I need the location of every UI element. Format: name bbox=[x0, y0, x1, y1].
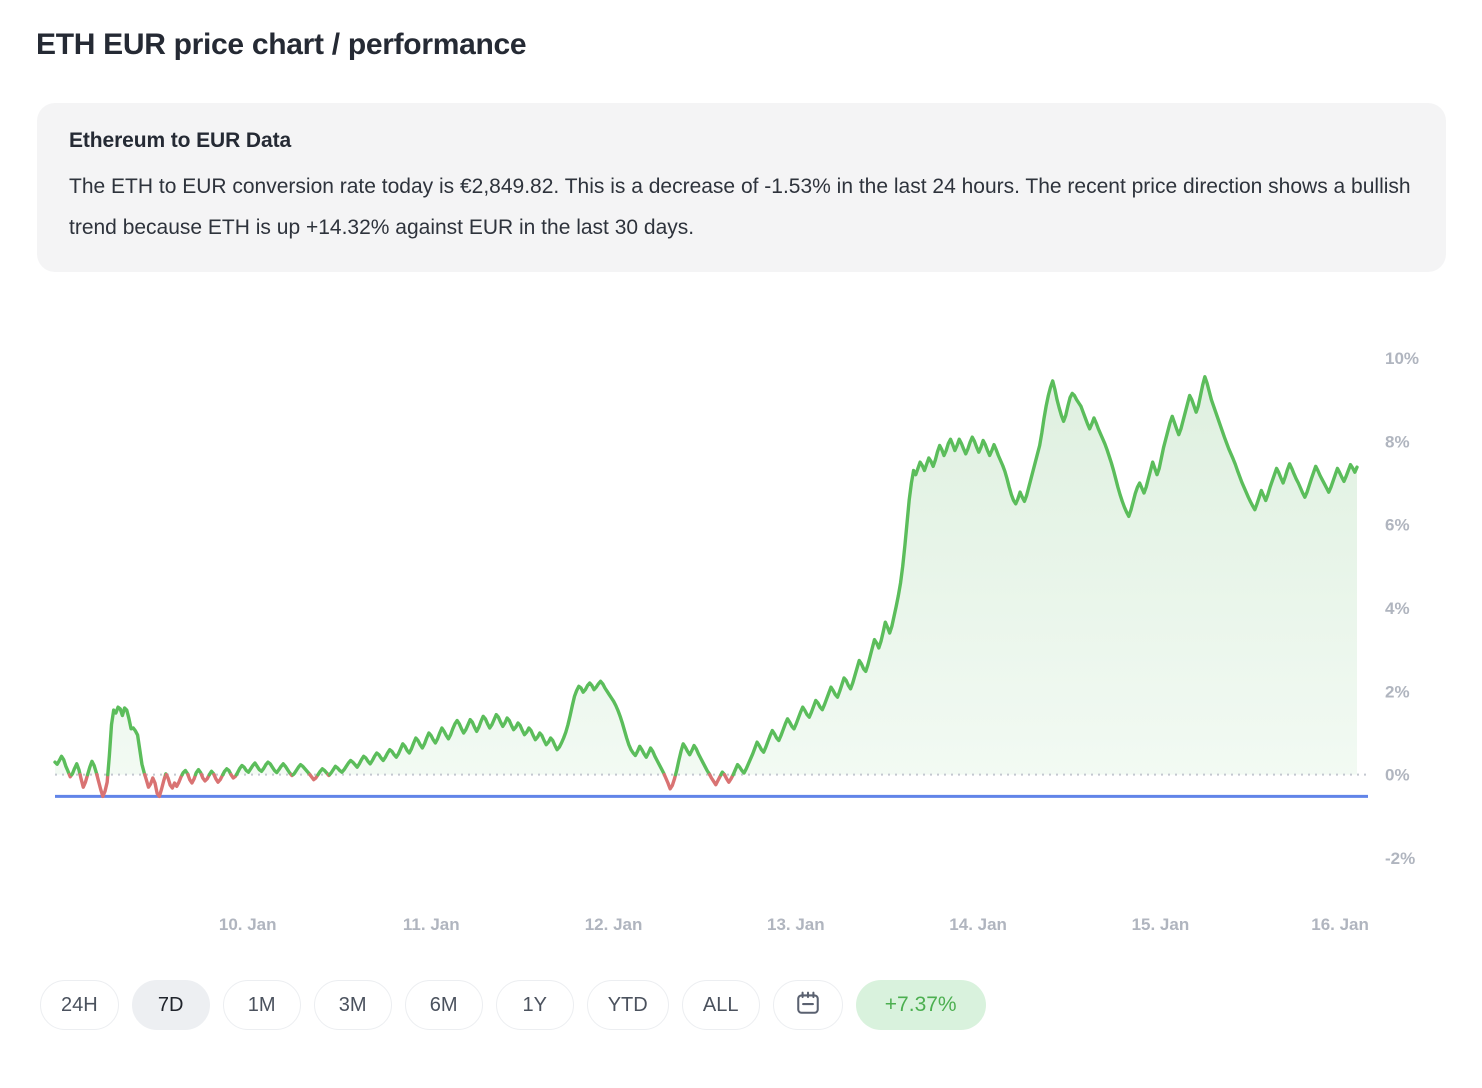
y-axis-tick-label: -2% bbox=[1385, 849, 1415, 868]
price-chart[interactable]: 10% 8% 6% 4% 2% 0% -2% 10. Jan 11. Jan 12. Jan 13… bbox=[0, 300, 1482, 940]
chart-line-up bbox=[327, 679, 667, 777]
x-axis-tick-label: 12. Jan bbox=[585, 915, 643, 934]
chart-line-down bbox=[308, 772, 320, 782]
range-button-7d[interactable]: 7D bbox=[131, 980, 210, 1030]
chart-line-down bbox=[78, 772, 90, 789]
chart-area-fill bbox=[55, 376, 1357, 775]
range-selector[interactable]: 24H 7D 1M 3M 6M 1Y YTD ALL +7.37% bbox=[40, 980, 986, 1030]
chart-line-up bbox=[234, 760, 293, 777]
chart-line-up bbox=[731, 375, 1359, 777]
chart-line-up bbox=[53, 754, 72, 777]
chart-line-down bbox=[164, 772, 184, 790]
range-button-ytd[interactable]: YTD bbox=[586, 980, 669, 1030]
x-axis-tick-label: 15. Jan bbox=[1132, 915, 1190, 934]
chart-line-down bbox=[143, 772, 168, 799]
x-axis-ticks: 10. Jan 11. Jan 12. Jan 13. Jan 14. Jan 15. J… bbox=[219, 915, 1369, 934]
range-button-3m[interactable]: 3M bbox=[313, 980, 392, 1030]
x-axis-tick-label: 14. Jan bbox=[949, 915, 1007, 934]
range-button-all[interactable]: ALL bbox=[681, 980, 760, 1030]
chart-line-up bbox=[316, 767, 330, 777]
y-axis-ticks: 10% 8% 6% 4% 2% 0% -2% bbox=[1385, 349, 1419, 868]
chart-line-down bbox=[662, 772, 678, 791]
y-axis-tick-label: 2% bbox=[1385, 682, 1410, 701]
info-card-body: The ETH to EUR conversion rate today is … bbox=[69, 175, 1411, 239]
plot-area bbox=[53, 375, 1371, 799]
chart-line-up bbox=[70, 762, 82, 777]
x-axis-tick-label: 13. Jan bbox=[767, 915, 825, 934]
chart-line-down bbox=[722, 772, 735, 784]
chart-line-up bbox=[106, 705, 147, 777]
range-button-6m[interactable]: 6M bbox=[404, 980, 483, 1030]
range-button-1m[interactable]: 1M bbox=[222, 980, 301, 1030]
chart-line-down bbox=[186, 772, 198, 785]
chart-line-down bbox=[708, 772, 723, 787]
range-button-24h[interactable]: 24H bbox=[40, 980, 119, 1030]
chart-canvas[interactable]: 10% 8% 6% 4% 2% 0% -2% 10. Jan 11. Jan 12. Jan 13… bbox=[0, 300, 1482, 940]
chart-line-down bbox=[95, 772, 110, 799]
chart-line-down bbox=[212, 772, 225, 784]
chart-line-up bbox=[221, 767, 233, 777]
calendar-icon bbox=[795, 990, 821, 1021]
y-axis-tick-label: 8% bbox=[1385, 432, 1410, 451]
page-title: ETH EUR price chart / performance bbox=[36, 28, 527, 61]
x-axis-tick-label: 16. Jan bbox=[1311, 915, 1369, 934]
calendar-button[interactable] bbox=[772, 980, 843, 1030]
y-axis-tick-label: 0% bbox=[1385, 766, 1410, 785]
chart-line-up bbox=[673, 742, 712, 777]
y-axis-tick-label: 6% bbox=[1385, 516, 1410, 535]
range-button-1y[interactable]: 1Y bbox=[495, 980, 574, 1030]
x-axis-tick-label: 11. Jan bbox=[403, 915, 460, 934]
chart-line-down bbox=[199, 772, 212, 783]
x-axis-tick-label: 10. Jan bbox=[219, 915, 277, 934]
chart-line-up bbox=[85, 759, 99, 777]
ethereum-data-card: Ethereum to EUR Data The ETH to EUR conv… bbox=[37, 103, 1446, 272]
chart-line-up bbox=[291, 762, 312, 777]
info-card-title: Ethereum to EUR Data bbox=[69, 129, 292, 152]
performance-badge: +7.37% bbox=[855, 980, 986, 1030]
y-axis-tick-label: 10% bbox=[1385, 349, 1419, 368]
y-axis-tick-label: 4% bbox=[1385, 599, 1410, 618]
